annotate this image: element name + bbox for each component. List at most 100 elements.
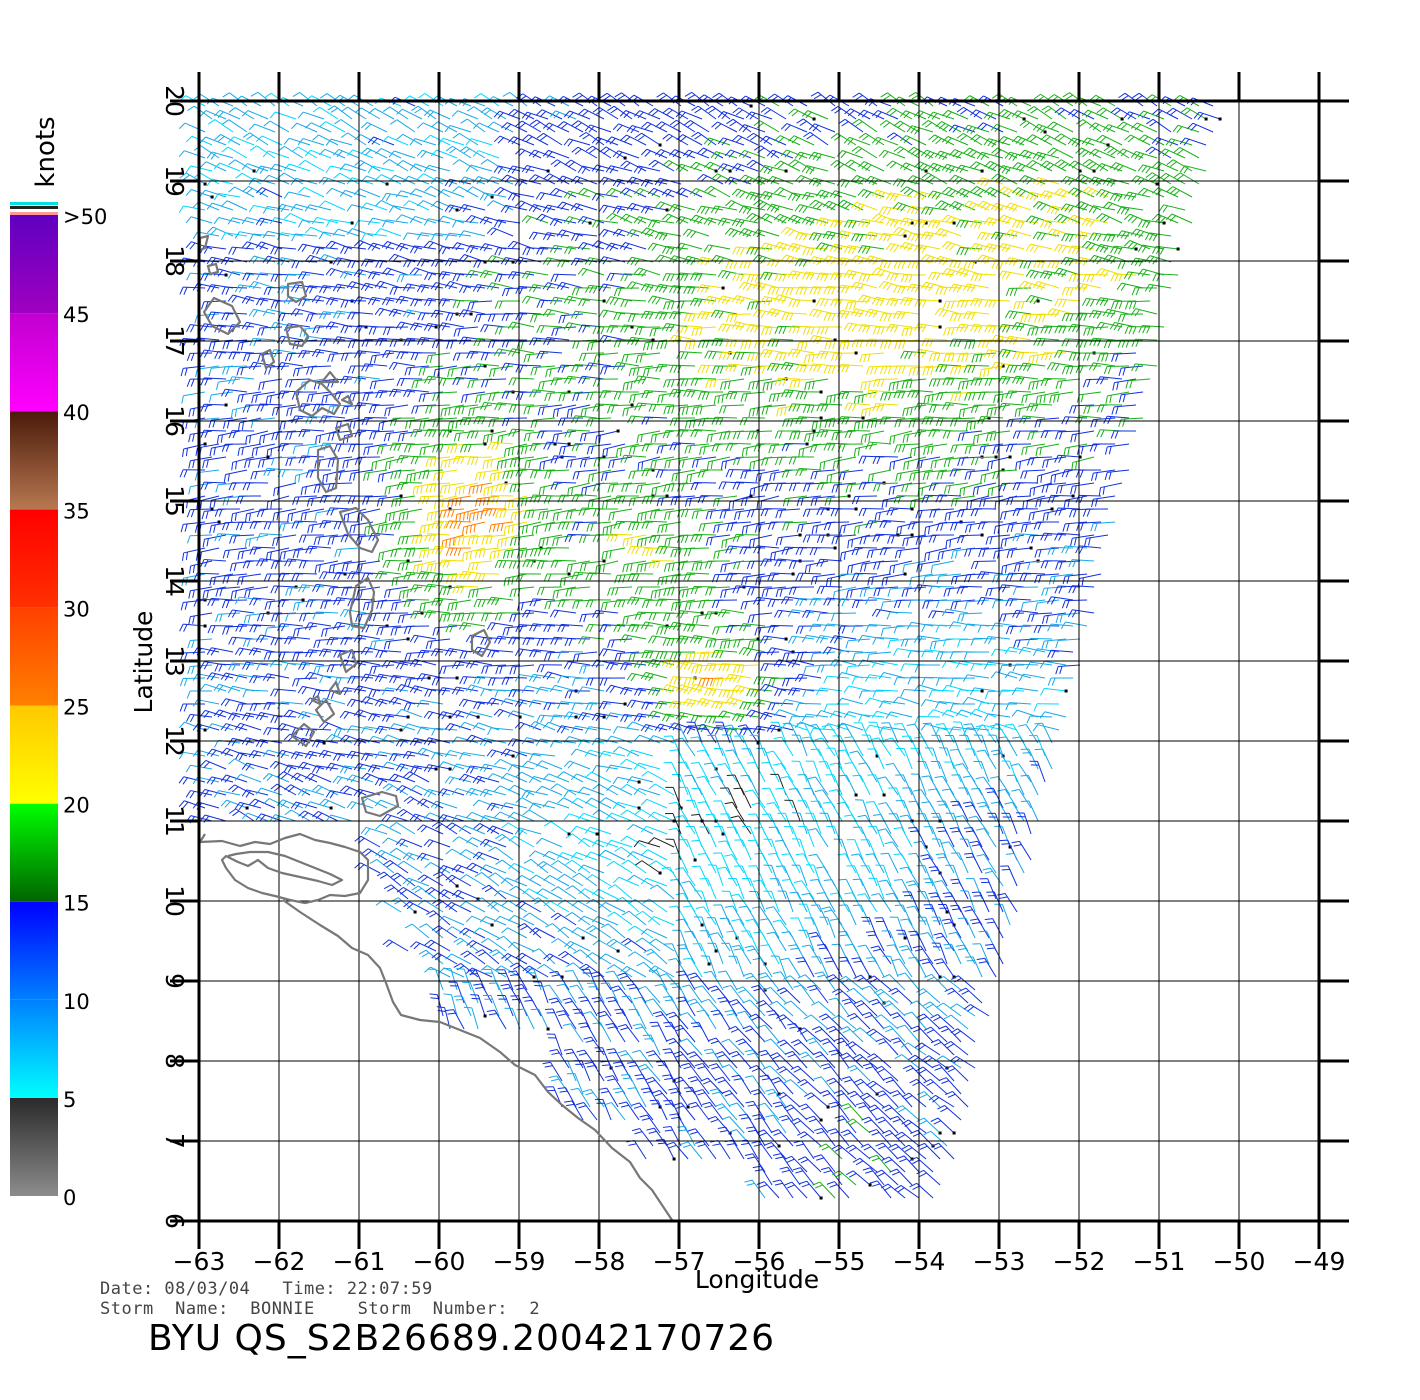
wind-barb	[1032, 123, 1060, 134]
wind-barb	[444, 178, 472, 188]
wind-barb	[633, 110, 661, 120]
wind-barb	[403, 702, 430, 711]
wind-barb	[447, 417, 472, 431]
wind-barb	[774, 135, 801, 146]
wind-barb	[208, 417, 234, 428]
wind-barb	[430, 800, 458, 809]
wind-barb	[318, 200, 346, 211]
wind-barb	[395, 661, 423, 670]
rain-flag	[224, 273, 228, 277]
wind-barb	[983, 138, 1011, 148]
wind-barb	[451, 889, 479, 900]
wind-barb	[662, 612, 689, 622]
wind-barb	[964, 391, 990, 401]
wind-barb	[1041, 586, 1067, 597]
island-small	[310, 394, 354, 706]
wind-barb	[423, 839, 451, 848]
wind-barb	[1022, 495, 1046, 510]
wind-barb	[1193, 111, 1221, 120]
wind-barb	[577, 864, 605, 874]
wind-barb	[765, 906, 787, 926]
colorbar-segment	[10, 705, 58, 804]
wind-barb	[236, 391, 262, 403]
wind-barb	[813, 1154, 836, 1173]
wind-barb	[923, 391, 948, 404]
wind-barb	[744, 1075, 766, 1095]
wind-barb	[528, 673, 556, 683]
wind-barb	[608, 884, 633, 900]
wind-barb	[697, 801, 717, 822]
wind-barb	[179, 677, 206, 687]
wind-barb	[963, 1004, 990, 1017]
wind-barb	[389, 286, 416, 295]
wind-barb	[297, 788, 325, 797]
wind-barb	[542, 232, 570, 241]
wind-barb	[914, 402, 941, 411]
wind-barb	[542, 122, 570, 133]
wind-barb	[1166, 186, 1193, 198]
wind-barb	[910, 747, 927, 770]
wind-barb	[1034, 573, 1060, 584]
wind-barb	[320, 599, 346, 610]
wind-barb	[593, 352, 619, 363]
wind-barb	[811, 521, 836, 535]
wind-barb	[444, 280, 472, 290]
wind-barb	[707, 734, 724, 757]
wind-barb	[543, 651, 570, 661]
wind-barb	[686, 799, 703, 822]
wind-barb	[255, 135, 283, 146]
wind-barb	[738, 149, 766, 159]
wind-barb	[487, 727, 514, 736]
wind-barb	[705, 105, 731, 120]
wind-barb	[656, 443, 682, 454]
wind-barb	[1130, 175, 1158, 185]
wind-barb	[297, 271, 325, 280]
wind-barb	[504, 1007, 521, 1030]
wind-barb	[389, 822, 416, 835]
rain-flag	[252, 169, 256, 173]
wind-barb	[956, 638, 983, 648]
wind-barb	[962, 801, 983, 822]
wind-barb	[1034, 417, 1060, 428]
wind-barb	[237, 573, 262, 586]
wind-barb	[369, 664, 395, 675]
wind-barb	[860, 839, 878, 861]
wind-barb	[1026, 715, 1053, 724]
wind-barb	[517, 521, 542, 535]
wind-barb	[462, 521, 486, 535]
wind-barb	[984, 635, 1011, 645]
wind-barb	[747, 638, 773, 649]
rain-flag	[721, 286, 725, 290]
wind-barb	[997, 348, 1025, 358]
wind-barb	[691, 560, 717, 571]
wind-barb	[874, 917, 892, 939]
wind-barb	[931, 734, 948, 757]
wind-barb	[855, 799, 871, 822]
wind-barb	[453, 430, 479, 442]
wind-barb	[584, 124, 612, 133]
wind-barb	[495, 833, 521, 848]
wind-barb	[802, 508, 829, 517]
wind-barb	[381, 297, 409, 306]
wind-barb	[889, 1168, 913, 1186]
rain-flag	[819, 1118, 823, 1122]
wind-barb	[605, 187, 633, 198]
wind-barb	[486, 1009, 507, 1030]
wind-barb	[900, 350, 927, 360]
wind-barb	[403, 771, 430, 783]
wind-barb	[1158, 204, 1186, 213]
wind-barb	[332, 283, 360, 292]
wind-barb	[845, 1041, 871, 1056]
wind-barb	[467, 560, 493, 571]
wind-barb	[402, 232, 430, 241]
wind-barb	[921, 775, 941, 796]
wind-barb	[528, 776, 556, 784]
wind-barb	[914, 736, 934, 757]
wind-barb	[829, 243, 857, 253]
wind-barb	[614, 573, 640, 584]
wind-barb	[645, 998, 668, 1017]
wind-barb	[529, 598, 556, 607]
wind-barb	[829, 635, 857, 644]
wind-barb	[433, 495, 458, 509]
wind-barb	[789, 378, 815, 389]
